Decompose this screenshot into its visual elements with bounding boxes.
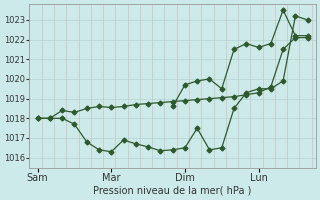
X-axis label: Pression niveau de la mer( hPa ): Pression niveau de la mer( hPa ) <box>93 186 252 196</box>
